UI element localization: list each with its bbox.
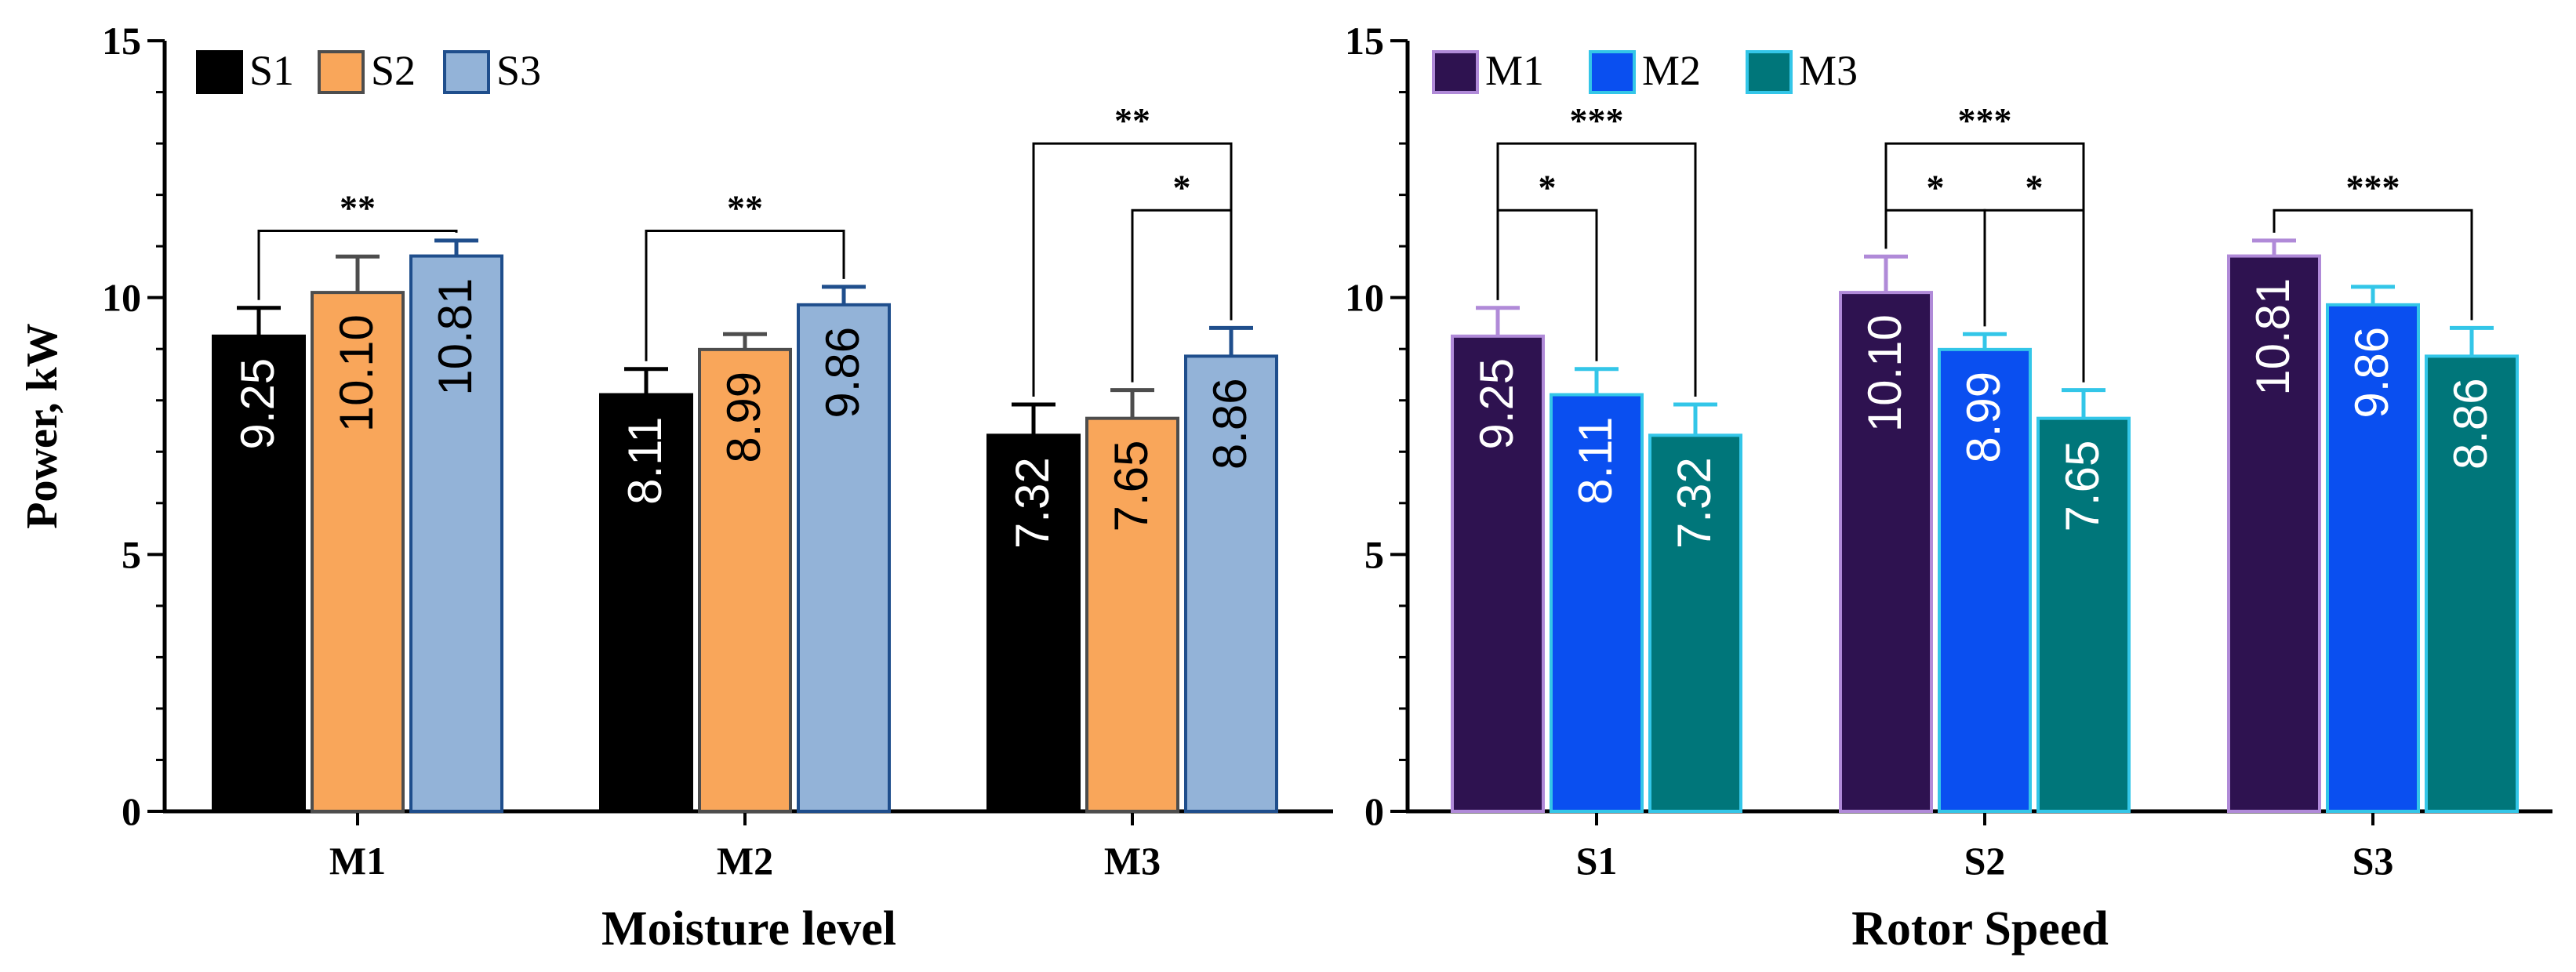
legend-swatch-s1: [196, 50, 243, 94]
bar-s3-m2: [797, 303, 891, 814]
bar-value-label: 8.11: [619, 417, 671, 505]
bar-s3-m1: [409, 254, 503, 813]
bar-m2-s1: [1550, 393, 1644, 813]
x-axis-title: Rotor Speed: [1851, 902, 2109, 956]
y-tick-label: 0: [1364, 789, 1384, 833]
rotor-speed-chart: 0 5 10 15 S1 S2 S3 Rotor Speed 9.25 10.10 10.81 8.1…: [1345, 19, 2552, 956]
significance-label: **: [340, 187, 376, 227]
bar-value-label: 7.32: [1006, 457, 1059, 549]
bar-m1-s2: [1839, 291, 1933, 813]
significance-label: *: [1539, 167, 1557, 207]
bar-m3-s3: [2425, 354, 2519, 813]
bar-value-label: 10.10: [1858, 314, 1911, 432]
legend-label-m1: M1: [1485, 47, 1544, 94]
x-tick-label: S1: [1576, 839, 1618, 883]
significance-label: ***: [2346, 167, 2400, 207]
bar-s1-m1: [212, 334, 306, 814]
legend-label-s2: S2: [371, 47, 416, 94]
y-tick-label: 10: [102, 276, 141, 320]
legend-label-m2: M2: [1642, 47, 1701, 94]
significance-label: ***: [1570, 100, 1624, 140]
significance-label: **: [1114, 100, 1150, 140]
bar-s2-m3: [1085, 416, 1179, 813]
bar-m2-s2: [1938, 347, 2032, 813]
bar-value-label: 10.10: [330, 314, 383, 432]
legend-label-m3: M3: [1799, 47, 1858, 94]
moisture-level-chart: 0 5 10 15 Power, kW M1 M2 M3 Moisture level 9.25 8…: [18, 19, 1333, 956]
bar-value-label: 8.99: [718, 372, 770, 463]
legend-label-s1: S1: [249, 47, 294, 94]
x-tick-label: M1: [329, 839, 386, 883]
bar-s3-m3: [1184, 354, 1278, 813]
bar-m3-s2: [2036, 416, 2131, 813]
bar-value-label: 8.99: [1957, 372, 2010, 463]
significance-label: *: [1173, 167, 1191, 207]
bar-value-label: 8.11: [1569, 417, 1622, 505]
bar-m2-s3: [2326, 303, 2420, 814]
bar-s1-m3: [986, 433, 1081, 814]
significance-label: ***: [1958, 100, 2012, 140]
legend-swatch-m3: [1746, 50, 1793, 94]
x-axis-title: Moisture level: [601, 902, 896, 956]
legend-swatch-m2: [1589, 50, 1636, 94]
significance-label: **: [727, 187, 763, 227]
bar-value-label: 7.32: [1668, 457, 1720, 549]
significance-bracket: [1496, 209, 1598, 361]
bar-value-label: 9.86: [2345, 327, 2398, 419]
legend-swatch-m1: [1432, 50, 1479, 94]
bar-m1-s1: [1451, 334, 1545, 814]
legend-swatch-s3: [443, 50, 490, 94]
legend-swatch-s2: [318, 50, 365, 94]
y-tick-label: 0: [122, 789, 141, 833]
bar-value-label: 8.86: [2444, 378, 2497, 470]
y-tick-label: 10: [1345, 276, 1384, 320]
legend-label-s3: S3: [496, 47, 541, 94]
bar-m3-s1: [1648, 433, 1742, 814]
x-tick-label: M3: [1104, 839, 1161, 883]
y-tick-label: 15: [1345, 19, 1384, 63]
x-tick-label: S3: [2353, 839, 2394, 883]
x-tick-label: S2: [1964, 839, 2006, 883]
bar-value-label: 9.25: [231, 358, 284, 450]
bar-s1-m2: [599, 393, 693, 813]
significance-label: *: [1927, 167, 1945, 207]
significance-bracket: [645, 229, 845, 361]
x-tick-label: M2: [717, 839, 773, 883]
bar-m1-s3: [2227, 254, 2321, 813]
y-tick-label: 5: [122, 532, 141, 576]
bar-value-label: 7.65: [2056, 441, 2109, 532]
bar-s2-m2: [698, 347, 792, 813]
significance-bracket: [1131, 209, 1233, 383]
bar-value-label: 7.65: [1105, 441, 1157, 532]
bar-value-label: 10.81: [2247, 278, 2299, 396]
significance-bracket: [2273, 209, 2473, 321]
y-tick-label: 15: [102, 19, 141, 63]
bar-value-label: 8.86: [1204, 378, 1256, 470]
bar-value-label: 9.86: [816, 327, 869, 419]
bar-value-label: 9.25: [1470, 358, 1523, 450]
bar-value-label: 10.81: [429, 278, 481, 396]
y-tick-label: 5: [1364, 532, 1384, 576]
significance-bracket: [257, 229, 458, 300]
y-axis-title: Power, kW: [18, 323, 67, 528]
significance-label: *: [2026, 167, 2044, 207]
significance-bracket: [1983, 209, 2085, 383]
bar-s2-m1: [311, 291, 405, 813]
